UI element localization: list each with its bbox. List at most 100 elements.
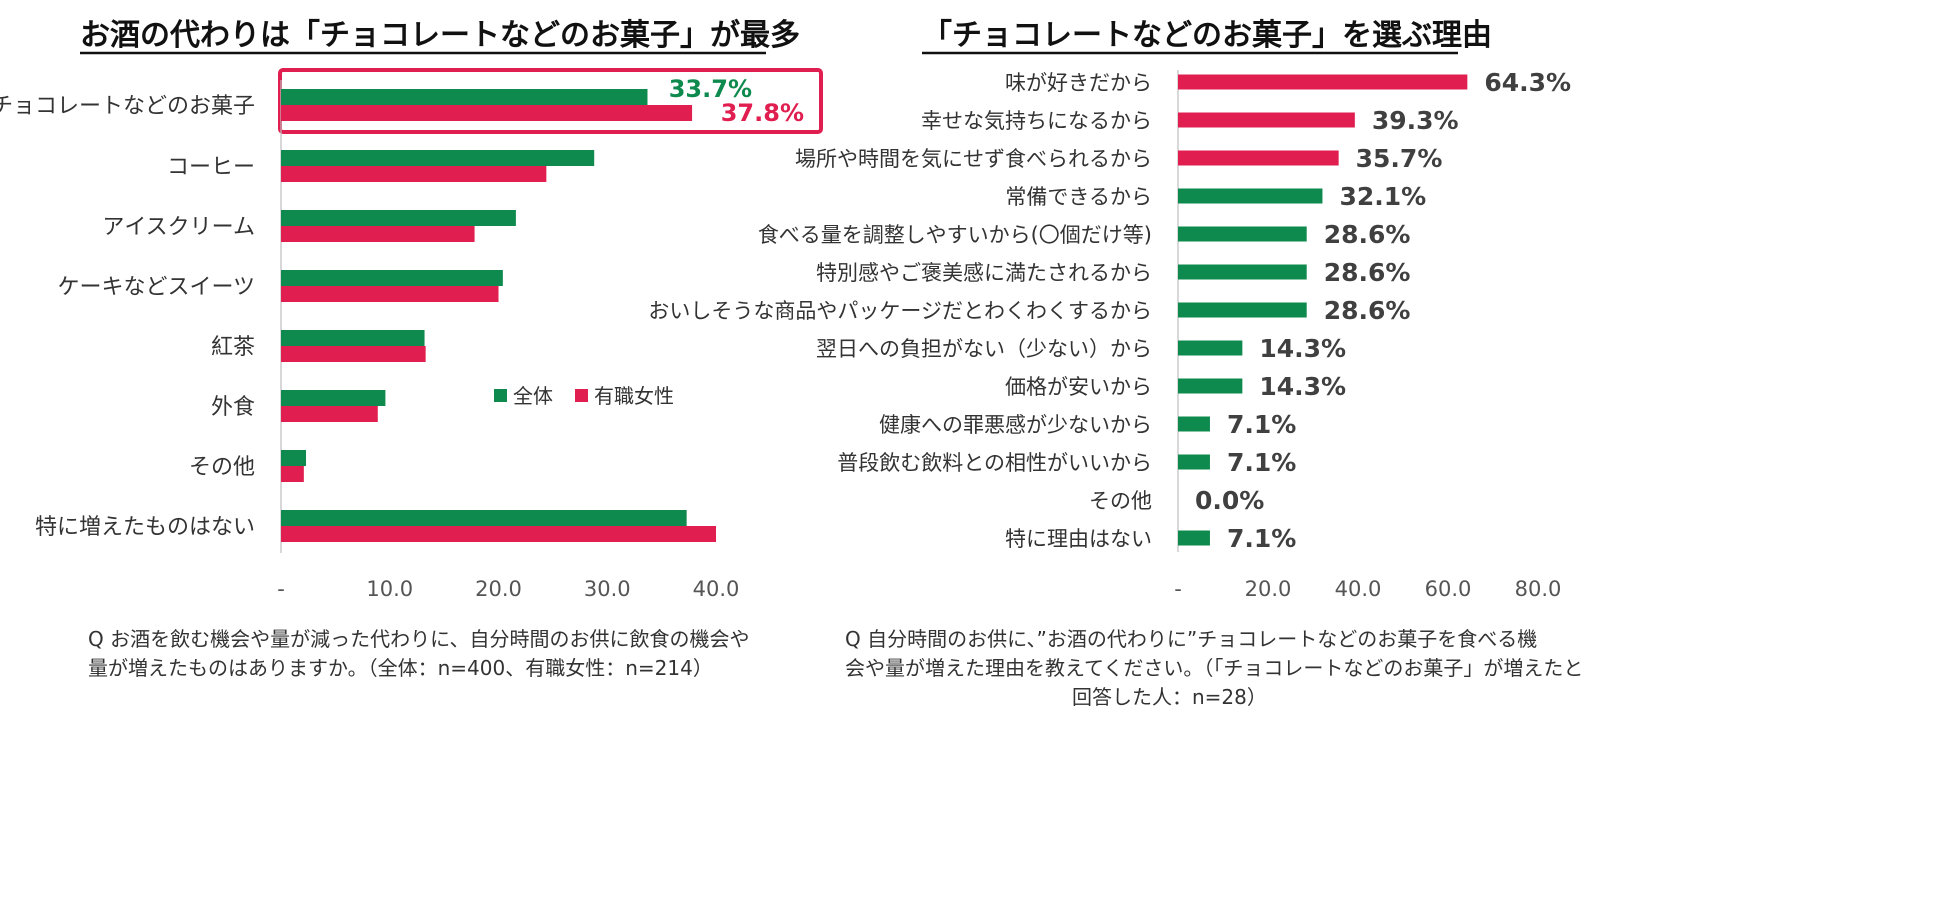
reason-bar	[1178, 264, 1307, 280]
reason-bar	[1178, 416, 1210, 432]
reason-bar	[1178, 340, 1243, 356]
reason-bar	[1178, 150, 1339, 166]
right-category-row: 味が好きだから 64.3%	[1005, 68, 1571, 97]
right-x-tick: 60.0	[1425, 577, 1472, 601]
right-category-row: おいしそうな商品やパッケージだとわくわくするから 28.6%	[648, 296, 1410, 325]
bar-female	[281, 406, 378, 422]
reason-bar	[1178, 378, 1243, 394]
right-category-row: その他 0.0%	[1089, 486, 1264, 515]
bar-female	[281, 166, 547, 182]
right-x-tick: 40.0	[1335, 577, 1382, 601]
bar-all	[281, 210, 516, 226]
bar-female	[281, 226, 475, 242]
left-category-row: 紅茶	[211, 330, 426, 362]
legend-swatch-all	[494, 389, 507, 402]
right-category-row: 場所や時間を気にせず食べられるから 35.7%	[795, 144, 1442, 173]
reason-value-label: 28.6%	[1324, 296, 1411, 325]
reason-bar	[1178, 188, 1323, 204]
left-category-row: 外食	[211, 390, 386, 422]
right-category-row: 普段飲む飲料との相性がいいから 7.1%	[837, 448, 1296, 477]
left-category-row: ケーキなどスイーツ	[57, 270, 503, 302]
data-label-female: 37.8%	[721, 99, 804, 127]
bar-all	[281, 89, 648, 105]
right-category-row: 翌日への負担がない（少ない）から 14.3%	[816, 334, 1346, 363]
left-note-line: 量が増えたものはありますか。（全体：n=400、有職女性：n=214）	[88, 656, 713, 680]
reason-label: おいしそうな商品やパッケージだとわくわくするから	[648, 299, 1152, 323]
reason-label: 幸せな気持ちになるから	[921, 109, 1152, 133]
right-category-row: 幸せな気持ちになるから 39.3%	[921, 106, 1459, 135]
reason-label: 健康への罪悪感が少ないから	[879, 413, 1152, 437]
right-category-row: 健康への罪悪感が少ないから 7.1%	[879, 410, 1296, 439]
reason-bar	[1178, 112, 1355, 128]
left-category-row: アイスクリーム	[102, 210, 516, 242]
bar-all	[281, 390, 386, 406]
reason-bar	[1178, 226, 1307, 242]
left-x-tick: 30.0	[584, 577, 631, 601]
reason-label: 味が好きだから	[1005, 71, 1152, 95]
right-note-line: 回答した人：n=28）	[1072, 685, 1267, 709]
bar-female	[281, 466, 304, 482]
right-chart-title: 「チョコレートなどのお菓子」を選ぶ理由	[922, 18, 1492, 53]
reason-label: 価格が安いから	[1005, 375, 1152, 399]
bar-all	[281, 510, 687, 526]
reason-value-label: 7.1%	[1227, 448, 1296, 477]
reason-label: 場所や時間を気にせず食べられるから	[795, 147, 1152, 171]
reason-label: 特に理由はない	[1005, 527, 1152, 551]
bar-female	[281, 105, 693, 121]
left-category-row: コーヒー	[167, 150, 595, 182]
reason-bar	[1178, 302, 1307, 318]
left-category-row: チョコレートなどのお菓子	[0, 89, 693, 121]
left-category-label: アイスクリーム	[102, 215, 255, 240]
right-category-row: 価格が安いから 14.3%	[1005, 372, 1346, 401]
bar-female	[281, 286, 499, 302]
right-category-row: 特別感やご褒美感に満たされるから 28.6%	[816, 258, 1410, 287]
reason-value-label: 32.1%	[1339, 182, 1426, 211]
reason-value-label: 7.1%	[1227, 410, 1296, 439]
left-category-row: その他	[189, 450, 307, 482]
reason-label: その他	[1089, 489, 1152, 513]
legend: 全体 有職女性	[494, 384, 674, 408]
left-x-tick: 20.0	[475, 577, 522, 601]
left-note-line: Q お酒を飲む機会や量が減った代わりに、自分時間のお供に飲食の機会や	[88, 627, 750, 651]
reason-label: 翌日への負担がない（少ない）から	[816, 337, 1152, 361]
reason-value-label: 28.6%	[1324, 220, 1411, 249]
bar-all	[281, 150, 595, 166]
right-x-tick: -	[1174, 577, 1182, 601]
reason-bar	[1178, 74, 1468, 90]
reason-value-label: 14.3%	[1259, 334, 1346, 363]
bar-all	[281, 330, 425, 346]
left-category-label: コーヒー	[167, 155, 255, 180]
right-category-row: 特に理由はない 7.1%	[1005, 524, 1296, 553]
reason-value-label: 0.0%	[1195, 486, 1264, 515]
left-category-row: 特に増えたものはない	[35, 510, 716, 542]
left-category-label: 外食	[211, 395, 255, 420]
reason-value-label: 7.1%	[1227, 524, 1296, 553]
right-category-row: 食べる量を調整しやすいから(〇個だけ等) 28.6%	[758, 220, 1411, 249]
bar-all	[281, 270, 503, 286]
bar-female	[281, 346, 426, 362]
left-x-tick: 10.0	[366, 577, 413, 601]
reason-label: 食べる量を調整しやすいから(〇個だけ等)	[758, 223, 1152, 247]
right-category-row: 常備できるから 32.1%	[1005, 182, 1426, 211]
left-category-label: ケーキなどスイーツ	[57, 275, 255, 300]
legend-label-all: 全体	[513, 384, 553, 408]
bar-female	[281, 526, 716, 542]
reason-label: 普段飲む飲料との相性がいいから	[837, 451, 1152, 475]
legend-label-female: 有職女性	[594, 384, 674, 408]
reason-value-label: 28.6%	[1324, 258, 1411, 287]
reason-value-label: 35.7%	[1356, 144, 1443, 173]
reason-value-label: 64.3%	[1484, 68, 1571, 97]
left-category-label: 特に増えたものはない	[35, 515, 255, 540]
data-label-all: 33.7%	[669, 75, 752, 103]
left-chart-title: お酒の代わりは「チョコレートなどのお菓子」が最多	[80, 18, 800, 53]
left-category-label: 紅茶	[211, 335, 255, 360]
right-note-line: Q 自分時間のお供に、”お酒の代わりに”チョコレートなどのお菓子を食べる機	[845, 627, 1537, 651]
reason-label: 常備できるから	[1005, 185, 1152, 209]
right-x-tick: 20.0	[1245, 577, 1292, 601]
reason-value-label: 39.3%	[1372, 106, 1459, 135]
reason-bar	[1178, 530, 1210, 546]
left-x-tick: -	[277, 577, 285, 601]
highlight-frame	[278, 68, 823, 134]
left-category-label: その他	[189, 455, 255, 480]
